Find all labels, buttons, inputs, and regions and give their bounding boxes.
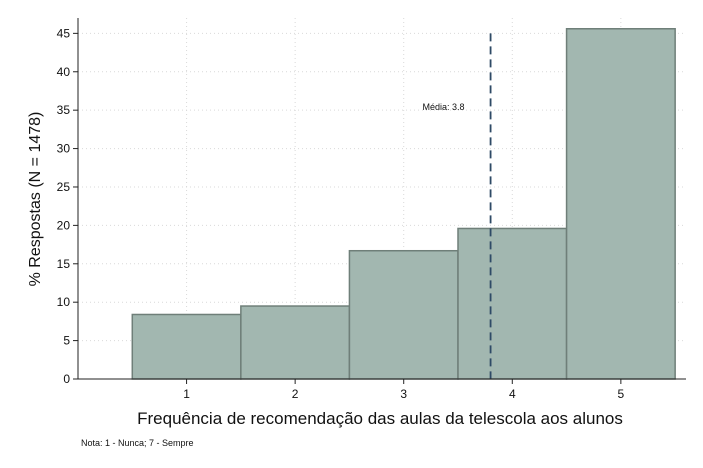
bar-1 bbox=[131, 313, 242, 380]
x-tick-label: 1 bbox=[183, 387, 190, 401]
x-tick-label: 5 bbox=[618, 387, 625, 401]
y-tick-label: 20 bbox=[57, 218, 71, 232]
mean-layer: Média: 3.8 bbox=[423, 33, 492, 379]
y-tick-label: 10 bbox=[57, 295, 71, 309]
y-tick-label: 5 bbox=[63, 334, 70, 348]
y-tick-label: 40 bbox=[57, 65, 71, 79]
y-axis-title: % Respostas (N = 1478) bbox=[27, 112, 44, 287]
chart-note: Nota: 1 - Nunca; 7 - Sempre bbox=[81, 438, 194, 448]
axes-layer bbox=[73, 18, 686, 384]
bar-3 bbox=[348, 249, 459, 380]
y-tick-label: 45 bbox=[57, 26, 71, 40]
y-tick-label: 25 bbox=[57, 180, 71, 194]
bar-2 bbox=[240, 305, 351, 380]
bar-5 bbox=[565, 28, 676, 380]
x-axis-title: Frequência de recomendação das aulas da … bbox=[137, 409, 623, 428]
y-tick-label: 35 bbox=[57, 103, 71, 117]
y-tick-label: 15 bbox=[57, 257, 71, 271]
x-tick-label: 3 bbox=[400, 387, 407, 401]
x-tick-label: 4 bbox=[509, 387, 516, 401]
bars-layer bbox=[131, 28, 676, 380]
x-tick-label: 2 bbox=[292, 387, 299, 401]
y-tick-label: 30 bbox=[57, 142, 71, 156]
y-tick-label: 0 bbox=[63, 372, 70, 386]
mean-label: Média: 3.8 bbox=[423, 102, 465, 112]
bar-4 bbox=[457, 227, 568, 380]
